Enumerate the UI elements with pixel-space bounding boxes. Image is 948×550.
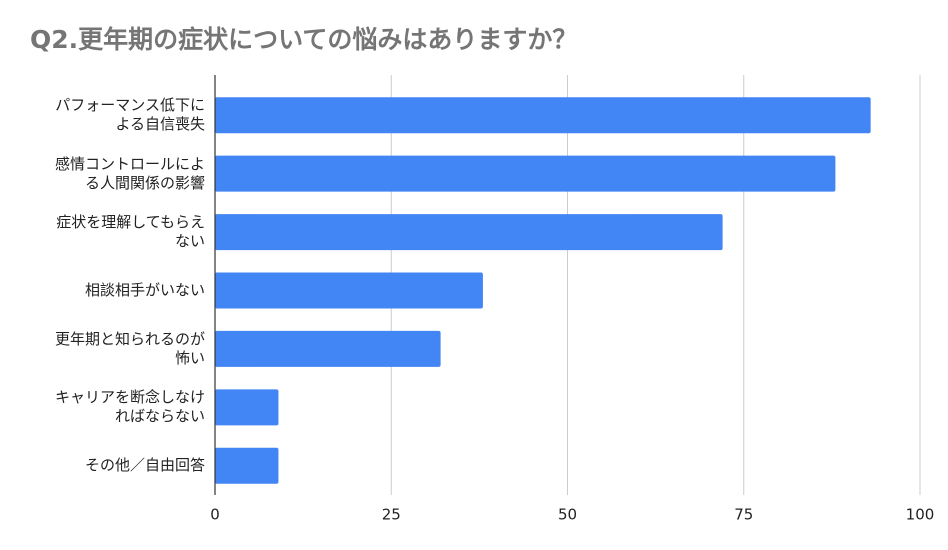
x-tick-label: 0: [210, 506, 220, 524]
bar: [215, 447, 279, 484]
y-tick-label: 相談相手がいない: [43, 266, 205, 316]
category-text: 更年期と知られるのが怖い: [54, 329, 205, 367]
y-tick-label: キャリアを断念しなければならない: [43, 382, 205, 432]
bar: [215, 214, 723, 251]
category-text: キャリアを断念しなければならない: [54, 388, 205, 426]
bar: [215, 272, 483, 309]
x-tick-label: 50: [558, 506, 577, 524]
category-text: 症状を理解してもらえない: [56, 213, 205, 251]
bar: [215, 97, 871, 134]
category-text: 感情コントロールによる人間関係の影響: [54, 154, 205, 192]
y-tick-label: パフォーマンス低下による自信喪失: [43, 90, 205, 140]
y-tick-label: その他／自由回答: [43, 441, 205, 491]
bar: [215, 155, 836, 192]
chart-title: Q2.更年期の症状についての悩みはありますか？: [30, 25, 578, 54]
category-text: その他／自由回答: [84, 456, 205, 475]
x-tick-label: 100: [906, 506, 935, 524]
y-tick-label: 更年期と知られるのが怖い: [43, 324, 205, 374]
x-tick-label: 25: [382, 506, 401, 524]
category-text: パフォーマンス低下による自信喪失: [55, 96, 205, 134]
y-tick-label: 感情コントロールによる人間関係の影響: [43, 149, 205, 199]
x-tick-label: 75: [734, 506, 753, 524]
y-tick-label: 症状を理解してもらえない: [43, 207, 205, 257]
bar: [215, 330, 441, 367]
category-text: 相談相手がいない: [84, 281, 205, 299]
bar: [215, 389, 279, 426]
